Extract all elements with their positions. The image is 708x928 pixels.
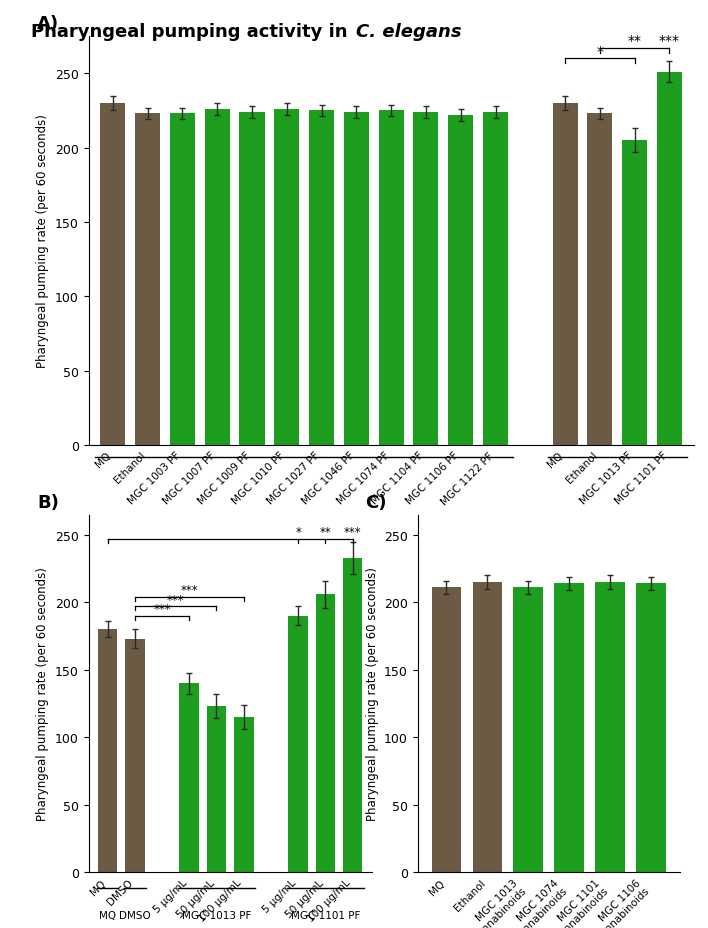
Bar [316,595,335,872]
Text: DMSO: DMSO [119,910,151,920]
Bar [448,116,473,445]
Text: MGC 1101 PF: MGC 1101 PF [291,910,360,920]
Bar [179,684,199,872]
Text: *: * [295,525,301,538]
Text: ***: *** [344,525,362,538]
Text: C): C) [365,494,387,511]
Text: ***: *** [153,602,171,615]
Bar [135,114,160,445]
Bar [234,717,253,872]
Y-axis label: Pharyngeal pumping rate (per 60 seconds): Pharyngeal pumping rate (per 60 seconds) [36,567,50,820]
Bar [125,639,144,872]
Text: Pharyngeal pumping activity in: Pharyngeal pumping activity in [31,23,354,41]
Bar [288,616,308,872]
Text: C. elegans: C. elegans [356,23,462,41]
Bar [472,583,502,872]
Bar [657,72,682,445]
Bar [483,113,508,445]
Bar [513,587,543,872]
Bar [207,706,227,872]
Bar [239,113,265,445]
Bar [274,110,299,445]
Text: **: ** [628,34,641,48]
Bar [636,584,666,872]
Text: ***: *** [659,34,680,48]
Text: A): A) [37,15,59,33]
Bar [379,111,404,445]
Y-axis label: Pharyngeal pumping rate (per 60 seconds): Pharyngeal pumping rate (per 60 seconds) [36,114,50,368]
Bar [588,114,612,445]
Bar [343,558,362,872]
Bar [98,629,118,872]
Bar [344,113,369,445]
Bar [554,584,584,872]
Text: *: * [596,45,603,58]
Bar [595,583,625,872]
Text: MGC 1013 PF: MGC 1013 PF [182,910,251,920]
Text: **: ** [319,525,331,538]
Bar [413,113,438,445]
Text: MQ: MQ [99,910,116,920]
Text: B): B) [38,494,59,511]
Bar [205,110,230,445]
Y-axis label: Pharyngeal pumping rate (per 60 seconds): Pharyngeal pumping rate (per 60 seconds) [365,567,379,820]
Bar [101,104,125,445]
Bar [309,111,334,445]
Bar [170,114,195,445]
Text: ***: *** [167,593,185,606]
Bar [553,104,578,445]
Text: ***: *** [181,584,198,597]
Bar [622,141,647,445]
Bar [432,587,461,872]
